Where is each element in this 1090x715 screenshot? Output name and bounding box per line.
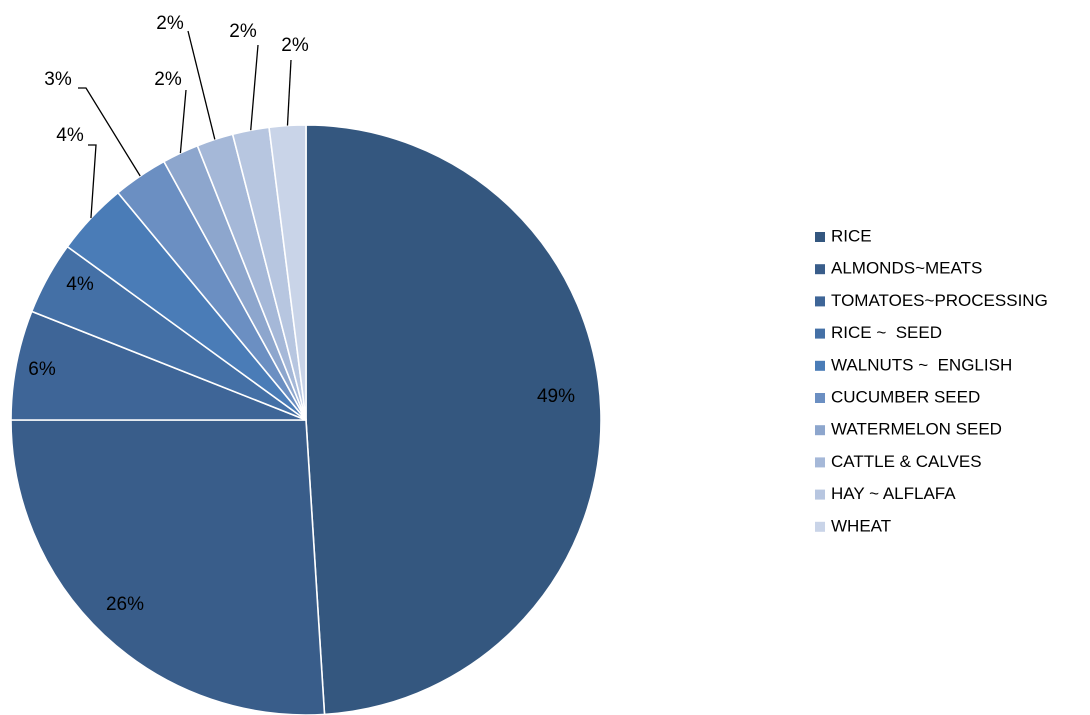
legend-swatch-5 xyxy=(815,360,825,371)
legend-label-2: ALMONDS~MEATS xyxy=(831,259,982,278)
leader-line-6 xyxy=(78,87,141,177)
legend-label-1: RICE xyxy=(831,226,872,245)
legend-label-7: WATERMELON SEED xyxy=(831,420,1002,439)
slice-label-9: 2% xyxy=(229,21,257,42)
legend-label-4: RICE ~ SEED xyxy=(831,323,942,342)
legend-label-9: HAY ~ ALFLAFA xyxy=(831,484,956,503)
leader-line-8 xyxy=(187,30,216,140)
pie-slice-10 xyxy=(268,124,307,421)
legend-item-8: CATTLE & CALVES xyxy=(815,452,982,471)
legend-label-10: WHEAT xyxy=(831,516,891,535)
legend-swatch-6 xyxy=(815,393,825,403)
slice-labels: 49% 26% 6% 4% 4% 3% 2% 2% 2% 2% xyxy=(28,13,575,615)
legend-item-4: RICE ~ SEED xyxy=(815,323,942,342)
legend-swatch-7 xyxy=(815,425,825,436)
slice-label-3: 6% xyxy=(28,359,56,380)
slice-label-5: 4% xyxy=(56,125,84,146)
legend-item-2: ALMONDS~MEATS xyxy=(815,259,982,278)
legend-label-8: CATTLE & CALVES xyxy=(831,452,982,471)
leader-line-7 xyxy=(179,89,187,154)
pie-slice-1 xyxy=(305,124,602,715)
slice-label-1: 49% xyxy=(537,386,575,407)
slice-label-10: 2% xyxy=(281,35,309,56)
legend-item-3: TOMATOES~PROCESSING xyxy=(815,291,1048,310)
slice-label-6: 3% xyxy=(44,69,72,90)
pie-slices xyxy=(10,124,602,715)
leader-line-10 xyxy=(286,59,292,126)
slice-label-2: 26% xyxy=(106,594,144,615)
slice-label-7: 2% xyxy=(154,69,182,90)
slice-label-4: 4% xyxy=(66,274,94,295)
slice-label-8: 2% xyxy=(156,13,184,34)
leader-line-9 xyxy=(250,44,259,131)
legend-item-5: WALNUTS ~ ENGLISH xyxy=(815,355,1012,374)
legend-swatch-10 xyxy=(815,521,825,532)
legend: RICE ALMONDS~MEATS TOMATOES~PROCESSING RICE… xyxy=(815,226,1048,535)
legend-swatch-9 xyxy=(815,489,825,500)
legend-item-6: CUCUMBER SEED xyxy=(815,387,980,406)
legend-label-3: TOMATOES~PROCESSING xyxy=(831,291,1048,310)
legend-swatch-8 xyxy=(815,457,825,468)
leader-lines xyxy=(78,30,292,219)
legend-swatch-4 xyxy=(815,328,825,339)
legend-item-9: HAY ~ ALFLAFA xyxy=(815,484,956,503)
legend-item-1: RICE xyxy=(815,226,872,245)
legend-item-10: WHEAT xyxy=(815,516,891,535)
legend-swatch-1 xyxy=(815,232,825,242)
pie-slice-2 xyxy=(10,419,326,715)
legend-swatch-3 xyxy=(815,296,825,307)
leader-line-5 xyxy=(88,144,97,219)
legend-label-6: CUCUMBER SEED xyxy=(831,387,980,406)
legend-item-7: WATERMELON SEED xyxy=(815,420,1002,439)
legend-swatch-2 xyxy=(815,264,825,275)
legend-label-5: WALNUTS ~ ENGLISH xyxy=(831,355,1012,374)
